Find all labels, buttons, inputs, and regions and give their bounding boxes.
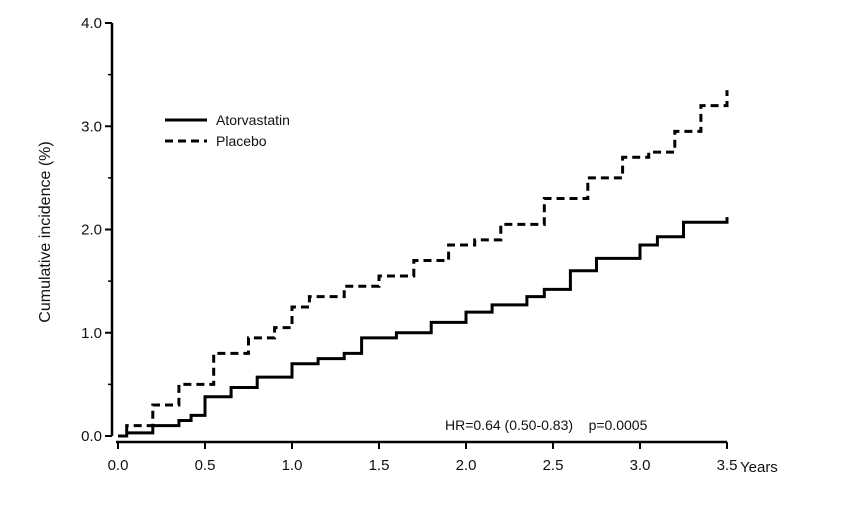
series-line-placebo <box>118 90 729 438</box>
annotation-hr: HR=0.64 (0.50-0.83) p=0.0005 <box>445 417 648 433</box>
series-line-atorvastatin <box>118 217 729 438</box>
x-tick-label: 1.0 <box>282 457 303 474</box>
legend-label-placebo: Placebo <box>216 133 267 149</box>
y-tick-label: 0.0 <box>81 428 102 445</box>
x-tick-label: 2.0 <box>456 457 477 474</box>
x-tick-label: 3.5 <box>717 457 738 474</box>
y-tick-label: 4.0 <box>81 15 102 32</box>
x-tick-label: 1.5 <box>369 457 390 474</box>
legend: Atorvastatin Placebo <box>165 112 290 149</box>
x-tick-label: 0.0 <box>108 457 129 474</box>
x-tick-label: 3.0 <box>630 457 651 474</box>
axes: 0.0 1.0 2.0 3.0 4.0 0.0 0.5 1.0 1.5 2.0 2.5 3.0 3.5 <box>81 15 737 474</box>
y-tick-label: 2.0 <box>81 222 102 239</box>
series-lines <box>118 90 729 438</box>
legend-label-atorvastatin: Atorvastatin <box>216 112 290 128</box>
y-axis-label: Cumulative incidence (%) <box>37 141 54 322</box>
x-axis-label: Years <box>740 459 778 476</box>
x-tick-label: 0.5 <box>195 457 216 474</box>
x-tick-label: 2.5 <box>543 457 564 474</box>
y-tick-label: 3.0 <box>81 118 102 135</box>
y-tick-label: 1.0 <box>81 325 102 342</box>
